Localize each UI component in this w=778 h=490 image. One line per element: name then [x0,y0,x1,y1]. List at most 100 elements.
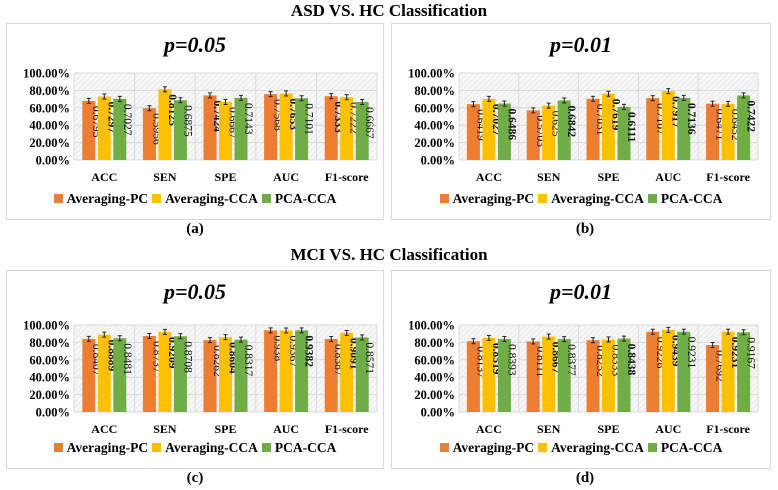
y-tick-label: 40.00% [29,371,70,385]
data-label: 0.9167 [745,337,757,369]
chart-title: p=0.05 [163,32,227,57]
error-bar [117,335,122,342]
legend-item: Averaging-CCA [152,440,258,456]
bar-averaging-pc-spe [203,340,217,412]
data-label: 0.7143 [242,103,254,135]
error-bar [208,337,212,344]
bar-averaging-pc-sen [526,110,540,160]
data-label: 0.8377 [565,344,577,376]
data-label: 0.9231 [685,337,697,369]
error-bar [502,335,507,342]
bar-pca-cca-acc [113,338,127,412]
x-tick-label: SPE [597,422,619,436]
legend-item: Averaging-PC [439,191,535,207]
y-tick-label: 40.00% [29,119,70,133]
data-label: 0.8571 [363,342,375,374]
bar-averaging-pc-f1-score [324,96,338,160]
error-bar [531,107,536,114]
error-bar [606,336,611,343]
legend-swatch [53,194,63,203]
panel-caption-c: (c) [186,470,204,486]
y-tick-label: 100.00% [23,67,70,81]
legend-swatch [261,194,271,203]
chart-title: p=0.05 [163,279,227,304]
y-tick-label: 20.00% [29,388,70,402]
bar-averaging-pc-auc [646,331,660,412]
bar-averaging-cca-auc [661,91,675,160]
bar-averaging-pc-spe [586,98,600,160]
error-bar [178,97,183,104]
error-bar [86,335,91,342]
legend-label: Averaging-CCA [551,191,644,206]
error-bar [650,95,655,102]
error-bar [562,97,567,104]
bar-pca-cca-spe [617,338,631,412]
bar-pca-cca-spe [234,339,248,412]
data-label: 0.9382 [303,335,315,367]
error-bar [502,100,507,107]
x-tick-label: F1-score [706,422,750,436]
y-tick-label: 100.00% [23,319,70,333]
chart-legend: Averaging-PC Averaging-CCA PCA-CCA [392,440,770,456]
section-title-asd: ASD VS. HC Classification [290,1,488,20]
legend-label: Averaging-PC [452,191,535,206]
x-tick-label: ACC [476,422,502,436]
error-bar [622,335,626,342]
bar-pca-cca-sen [557,100,571,160]
error-bar [284,327,289,334]
legend-swatch [647,194,657,203]
error-bar [178,333,183,340]
error-bar [360,98,365,105]
error-bar [591,95,595,102]
y-tick-label: 40.00% [414,119,455,133]
data-label: 0.6486 [505,109,517,141]
chart-panel-a: p=0.05 0.00% 20.00% 40.00% 60.00% 80.00% 100.… [6,23,384,220]
error-bar [239,94,243,101]
legend-swatch [152,194,162,203]
bar-pca-cca-f1-score [737,332,751,412]
x-tick-label: SPE [597,170,619,184]
legend-item: PCA-CCA [647,440,722,456]
bar-pca-cca-f1-score [355,337,369,412]
bar-averaging-cca-f1-score [721,103,735,160]
error-bar [531,338,536,345]
error-bar [223,98,228,105]
bar-averaging-pc-acc [82,338,96,412]
legend-label: PCA-CCA [660,191,723,206]
y-tick-label: 0.00% [36,154,70,168]
panel-caption-a: (a) [186,221,204,237]
bar-pca-cca-sen [173,336,187,412]
error-bar [344,94,349,101]
bar-averaging-cca-f1-score [721,331,735,412]
error-bar [360,334,365,341]
error-bar [86,97,91,104]
x-tick-label: ACC [91,422,117,436]
legend-label: PCA-CCA [274,191,337,206]
x-tick-label: ACC [476,170,502,184]
error-bar [741,329,746,336]
legend-label: PCA-CCA [274,440,337,455]
bar-pca-cca-spe [234,97,248,160]
bar-pca-cca-sen [173,100,187,160]
error-bar [710,100,715,107]
data-label: 0.7136 [685,103,697,135]
bar-averaging-cca-f1-score [340,332,354,412]
bar-pca-cca-acc [497,338,511,412]
bar-averaging-cca-sen [542,336,556,412]
error-bar [726,100,731,107]
x-tick-label: SPE [214,422,236,436]
error-bar [622,103,626,110]
legend-item: Averaging-CCA [538,191,644,207]
error-bar [666,326,671,333]
bar-chart-b: 0.00% 20.00% 40.00% 60.00% 80.00% 100.00% ACC S… [408,67,759,184]
chart-legend: Averaging-PC Averaging-CCA PCA-CCA [392,191,770,207]
error-bar [741,92,746,99]
error-bar [102,331,107,338]
bar-pca-cca-f1-score [355,101,369,160]
bar-averaging-pc-spe [203,95,217,160]
error-bar [284,90,289,97]
error-bar [117,95,122,102]
error-bar [162,86,167,93]
y-tick-label: 80.00% [414,84,455,98]
bar-pca-cca-auc [677,97,691,160]
